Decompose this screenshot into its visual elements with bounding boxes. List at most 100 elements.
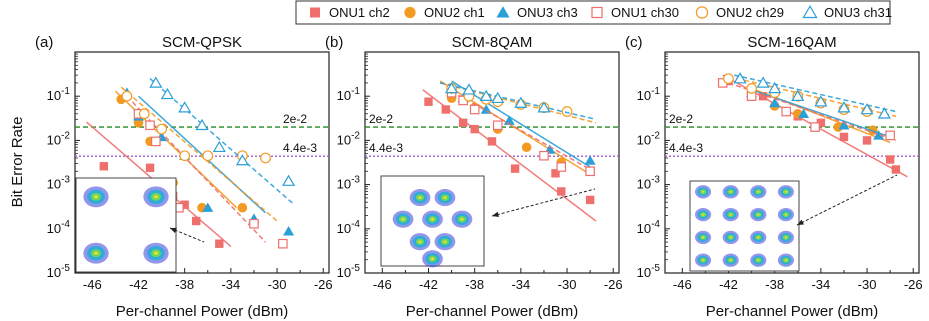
x-tick-label: -30 [268, 277, 287, 292]
y-tick-label: 10-2 [47, 130, 71, 147]
cluster-peak [757, 213, 760, 216]
data-point-onu1-ch30 [145, 120, 155, 131]
data-point-onu2-ch29 [121, 90, 133, 102]
data-point-onu2-ch29 [156, 123, 167, 135]
x-tick-label: -26 [604, 277, 623, 292]
x-tick-label: -34 [511, 277, 530, 292]
y-tick-label: 10-4 [337, 219, 361, 236]
cluster-peak [154, 195, 158, 199]
cluster-peak [784, 213, 788, 216]
panel-title: SCM-16QAM [747, 34, 836, 51]
cluster-peak [443, 240, 447, 243]
x-tick-label: -42 [719, 277, 738, 292]
cluster-peak [729, 259, 732, 262]
data-point-onu1-ch30 [885, 130, 895, 141]
constellation-cluster [777, 185, 794, 199]
data-point-onu1-ch30 [469, 104, 480, 115]
cluster-peak [418, 196, 422, 199]
data-point-onu3-ch3 [480, 104, 492, 114]
data-point-onu1-ch2 [839, 132, 849, 142]
constellation-cluster [722, 207, 739, 222]
constellation-cluster [409, 189, 431, 207]
data-point-onu3-ch31 [462, 83, 476, 95]
data-point-onu1-ch2 [816, 118, 826, 128]
cluster-peak [784, 190, 788, 193]
constellation-cluster [750, 230, 767, 245]
panel-title: SCM-QPSK [162, 34, 242, 51]
x-axis-title: Per-channel Power (dBm) [406, 303, 579, 320]
y-tick-label: 10-1 [47, 86, 71, 103]
panel-1: (a) SCM-QPSK -46 -42 -38 -34 -30 -26 Per-channel… [35, 34, 333, 320]
y-tick-label: 10-3 [637, 175, 661, 192]
data-point-onu3-ch31 [733, 72, 747, 84]
panel-2: (b) SCM-8QAM -46 -42 -38 -34 -30 -26 Per-channel… [325, 34, 623, 320]
inset-constellation [75, 177, 177, 273]
constellation-cluster [722, 185, 739, 199]
series-onu1-ch30 [446, 87, 595, 177]
y-tick-label: 10-5 [47, 263, 71, 280]
x-tick-label: -26 [904, 277, 923, 292]
y-tick-label: 10-1 [337, 86, 361, 103]
plot-frame [364, 51, 620, 274]
fit-line-onu2-ch29 [728, 75, 897, 118]
x-tick-label: -34 [811, 277, 830, 292]
x-tick-label: -30 [558, 277, 577, 292]
fit-line-onu1-ch30 [728, 82, 897, 142]
plot-frame [74, 51, 330, 274]
panel-3: (c) SCM-16QAM -46 -42 -38 -34 -30 -26 Per-channe… [625, 34, 923, 320]
panel-tag: (b) [325, 34, 343, 51]
x-tick-label: -46 [673, 277, 692, 292]
data-point-onu1-ch2 [758, 92, 768, 101]
reference-label: 4.4e-3 [369, 141, 403, 155]
data-point-onu3-ch31 [837, 101, 851, 113]
cluster-peak [757, 236, 760, 239]
data-point-onu1-ch2 [192, 216, 201, 226]
inset-arrow [796, 174, 898, 226]
legend: ONU1 ch2 ONU2 ch1 ONU3 ch3 ONU1 ch30 ONU2 ch… [295, 0, 892, 25]
plot-frame [664, 51, 920, 274]
y-tick-label: 10-2 [637, 130, 661, 147]
cluster-peak [443, 196, 447, 199]
cluster-peak [154, 251, 158, 255]
data-point-onu3-ch31 [479, 89, 493, 102]
data-point-onu3-ch3 [283, 226, 295, 236]
data-point-onu1-ch2 [510, 164, 520, 173]
data-point-onu1-ch2 [885, 155, 895, 164]
data-point-onu3-ch3 [798, 108, 810, 118]
constellation-cluster [451, 210, 473, 228]
cluster-peak [401, 217, 405, 221]
data-point-onu3-ch31 [768, 81, 782, 94]
data-point-onu3-ch31 [491, 91, 505, 104]
constellation-cluster [422, 210, 443, 228]
cluster-peak [729, 236, 732, 239]
legend-label-onu1-ch30: ONU1 ch30 [611, 5, 679, 20]
data-point-onu3-ch31 [282, 174, 296, 186]
cluster-peak [701, 259, 705, 262]
data-point-onu1-ch2 [487, 137, 497, 146]
data-point-onu1-ch2 [585, 195, 595, 205]
constellation-cluster [695, 230, 712, 245]
inset-arrow-head [492, 211, 499, 218]
x-axis-title: Per-channel Power (dBm) [116, 303, 289, 320]
constellation-cluster [750, 207, 767, 222]
data-point-onu1-ch30 [585, 166, 595, 177]
data-point-onu3-ch31 [860, 103, 874, 115]
constellation-cluster [750, 185, 767, 199]
data-point-onu3-ch31 [756, 76, 770, 88]
data-point-onu1-ch30 [781, 106, 792, 117]
x-tick-label: -38 [465, 277, 484, 292]
data-point-onu1-ch2 [180, 200, 189, 209]
legend-marker-onu2-ch1 [404, 6, 416, 19]
data-point-onu1-ch30 [249, 218, 259, 229]
constellation-cluster [695, 207, 712, 222]
cluster-peak [430, 257, 435, 261]
legend-label-onu3-ch3: ONU3 ch3 [517, 5, 578, 20]
constellation-cluster [434, 233, 456, 251]
data-point-onu3-ch31 [445, 81, 459, 94]
reference-label: 2e-2 [369, 112, 393, 126]
data-point-onu2-ch29 [260, 152, 271, 164]
data-point-onu1-ch2 [215, 239, 224, 248]
constellation-cluster [422, 250, 443, 268]
fit-line-onu1-ch2 [422, 89, 597, 222]
series-onu3-ch31 [733, 72, 897, 119]
